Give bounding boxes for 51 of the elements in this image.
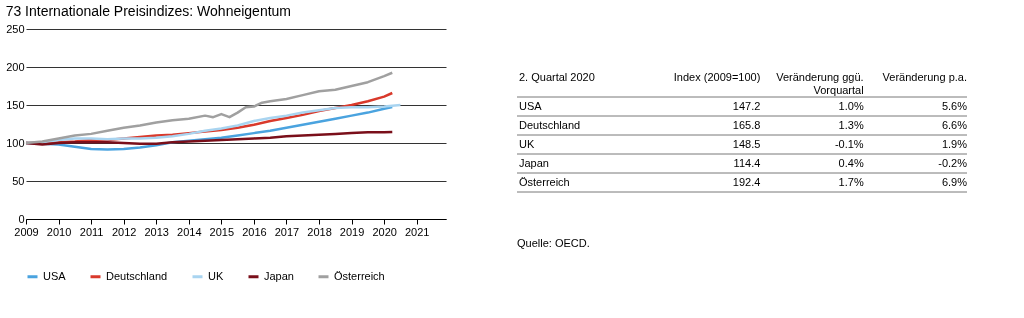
x-tick-label: 2017	[274, 225, 300, 238]
data-label: -0.1%	[834, 137, 864, 150]
text: 2. Quartal 2020	[519, 71, 595, 83]
line-series	[24, 71, 394, 145]
legend-label: UK	[208, 269, 224, 282]
category-label: Österreich	[519, 175, 570, 188]
legend-label: Österreich	[334, 269, 385, 282]
x-tick-label: 2012	[111, 225, 137, 238]
data-label: 1.3%	[838, 118, 864, 131]
data-label: 192.4	[732, 175, 761, 188]
legend-label: USA	[43, 269, 67, 282]
x-tick-label: 2015	[209, 225, 235, 238]
y-tick-label: 150	[6, 98, 25, 111]
x-tick-label: 2010	[46, 225, 72, 238]
category-label: UK	[519, 137, 535, 150]
text: Index (2009=100)	[673, 71, 761, 83]
y-tick-label: 0	[18, 212, 25, 225]
data-label: 1.7%	[838, 175, 864, 188]
data-label: -0.2%	[938, 156, 968, 169]
data-label: 165.8	[732, 118, 761, 131]
data-label: 1.0%	[838, 99, 864, 112]
y-tick-label: 200	[6, 60, 25, 73]
data-label: 1.9%	[941, 137, 968, 150]
x-tick-label: 2011	[79, 225, 104, 238]
x-tick-label: 2014	[177, 225, 202, 238]
category-label: USA	[519, 99, 543, 112]
data-label: 147.2	[732, 99, 761, 112]
chart-title: 73 Internationale Preisindizes: Wohneigentum	[5, 3, 292, 19]
data-label: 5.6%	[941, 99, 968, 112]
data-label: 6.9%	[941, 175, 968, 188]
category-label: Japan	[519, 156, 549, 169]
y-tick-label: 50	[12, 174, 25, 187]
text: Veränderung ggü. Vorquartal	[776, 71, 864, 96]
legend-label: Deutschland	[106, 269, 168, 282]
x-tick-label: 2020	[372, 225, 397, 238]
y-tick-label: 250	[6, 22, 25, 35]
x-tick-label: 2013	[144, 225, 169, 238]
x-tick-label: 2018	[307, 225, 332, 238]
data-label: 114.4	[733, 156, 761, 169]
data-label: 6.6%	[941, 118, 968, 131]
category-label: Deutschland	[519, 118, 581, 131]
x-tick-label: 2021	[404, 225, 430, 238]
data-label: 148.5	[732, 137, 761, 150]
x-tick-label: 2009	[14, 225, 39, 238]
data-label: 0.4%	[838, 156, 864, 169]
y-tick-label: 100	[6, 136, 25, 149]
x-tick-label: 2016	[242, 225, 267, 238]
source-note: Quelle: OECD.	[517, 237, 590, 249]
legend-label: Japan	[264, 269, 294, 282]
x-tick-label: 2019	[339, 225, 365, 238]
text: Veränderung p.a.	[882, 71, 967, 83]
